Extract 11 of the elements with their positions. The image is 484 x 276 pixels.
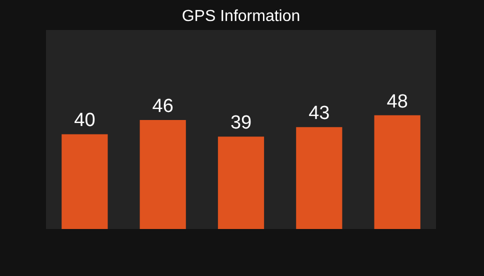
bar [296, 127, 342, 229]
bar [140, 120, 186, 229]
bar [218, 136, 264, 229]
data-label: 39 [230, 112, 252, 134]
data-label: 46 [152, 96, 174, 118]
bar [374, 115, 420, 229]
bar [62, 134, 108, 229]
chart-title: GPS Information [182, 8, 300, 25]
data-label: 43 [308, 103, 330, 124]
data-label: 48 [386, 91, 408, 112]
data-label: 40 [74, 110, 96, 132]
